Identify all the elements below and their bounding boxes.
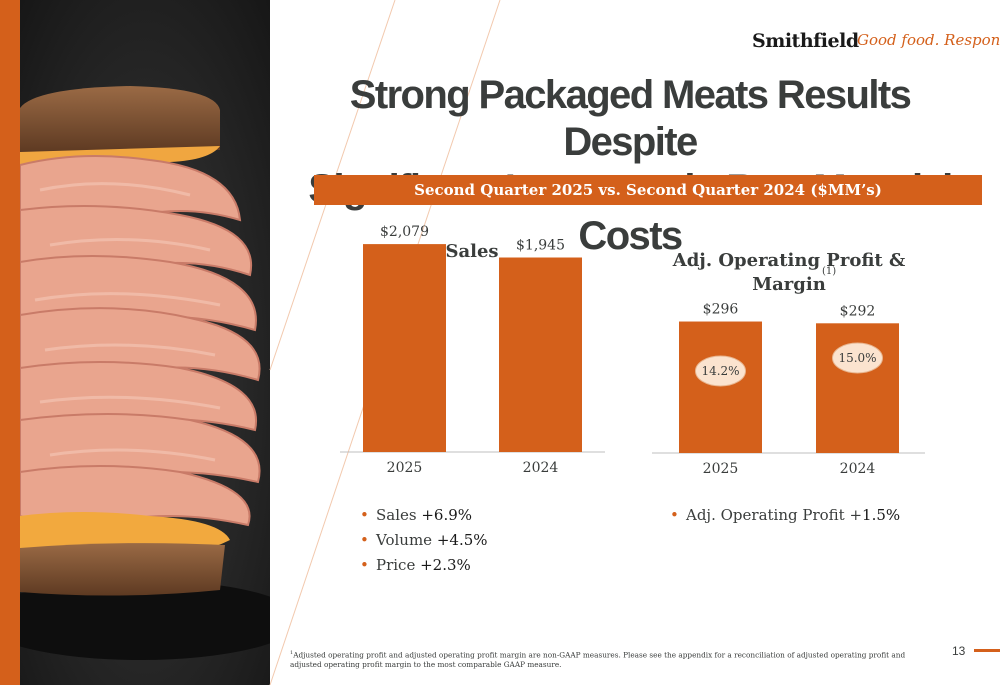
sales-chart: $2,079 2025 $1,945 2024 — [363, 224, 582, 476]
footnote-superscript: (1) — [822, 266, 837, 277]
profit-bullet-label: Adj. Operating Profit + — [686, 506, 863, 524]
sales-category-label-2024: 2024 — [523, 460, 559, 476]
title-line-1: Strong Packaged Meats Results Despite — [349, 73, 912, 164]
sales-bullet-label: Volume — [376, 531, 437, 549]
profit-bullet-item: • Adj. Operating Profit +1.5% — [670, 505, 900, 530]
sales-bullet-value: +2.3% — [420, 556, 471, 574]
logo-brand-name: Smithfield — [752, 30, 859, 52]
profit-bullet-value: 1.5% — [862, 506, 901, 524]
smithfield-logo: Smithfield Good food. Responsibly. — [752, 28, 1000, 58]
profit-chart: $296 2025 14.2% $292 2024 15.0% — [679, 302, 899, 477]
profit-category-label-2025: 2025 — [703, 461, 739, 477]
margin-label-2024: 15.0% — [838, 351, 876, 365]
logo-tagline: Good food. Responsibly. — [857, 31, 1000, 49]
sales-value-label-2025: $2,079 — [380, 224, 429, 240]
sales-chart-title: Sales — [445, 241, 499, 262]
footnote-marker: 1 — [290, 650, 294, 656]
footnote: 1Adjusted operating profit and adjusted … — [290, 648, 930, 670]
sales-bullet-value: +6.9% — [421, 506, 473, 524]
profit-chart-title: Adj. Operating Profit & Margin — [660, 249, 918, 297]
deli-sandwich-photo — [20, 0, 270, 685]
bullet-dot-icon: • — [360, 531, 369, 549]
profit-bar-2025 — [679, 321, 762, 453]
profit-category-label-2024: 2024 — [840, 461, 876, 477]
bullet-dot-icon: • — [360, 556, 369, 574]
sales-bullet-item: • Sales +6.9% — [360, 505, 488, 530]
sales-value-label-2024: $1,945 — [516, 238, 565, 254]
page-number-accent — [974, 649, 1000, 652]
profit-value-label-2024: $292 — [840, 303, 876, 319]
page-number: 13 — [952, 644, 966, 658]
profit-value-label-2025: $296 — [703, 302, 739, 318]
sales-bullet-label: Price — [376, 556, 421, 574]
profit-chart-title-line-2: Margin — [752, 274, 826, 295]
sandwich-illustration — [20, 0, 270, 685]
margin-badge-2025 — [695, 355, 746, 387]
sales-bullet-label: Sales — [376, 506, 422, 524]
margin-badge-2024 — [832, 342, 883, 374]
period-banner: Second Quarter 2025 vs. Second Quarter 2… — [314, 175, 982, 205]
left-accent-bar — [0, 0, 20, 685]
sales-bar-2025 — [363, 244, 446, 452]
sales-category-label-2025: 2025 — [387, 460, 423, 476]
profit-chart-title-line-1: Adj. Operating Profit & — [672, 250, 906, 271]
sales-bar-2024 — [499, 257, 582, 452]
bullet-dot-icon: • — [360, 506, 369, 524]
sales-bullet-item: • Price +2.3% — [360, 555, 488, 580]
footnote-text: Adjusted operating profit and adjusted o… — [290, 650, 906, 670]
bullet-dot-icon: • — [670, 506, 679, 524]
sales-bullet-list: • Sales +6.9% • Volume +4.5% • Price +2.3% — [360, 505, 488, 580]
profit-bullet-list: • Adj. Operating Profit +1.5% — [670, 505, 900, 530]
sales-bullet-item: • Volume +4.5% — [360, 530, 488, 555]
sales-bullet-value: +4.5% — [436, 531, 488, 549]
margin-label-2025: 14.2% — [701, 364, 739, 378]
